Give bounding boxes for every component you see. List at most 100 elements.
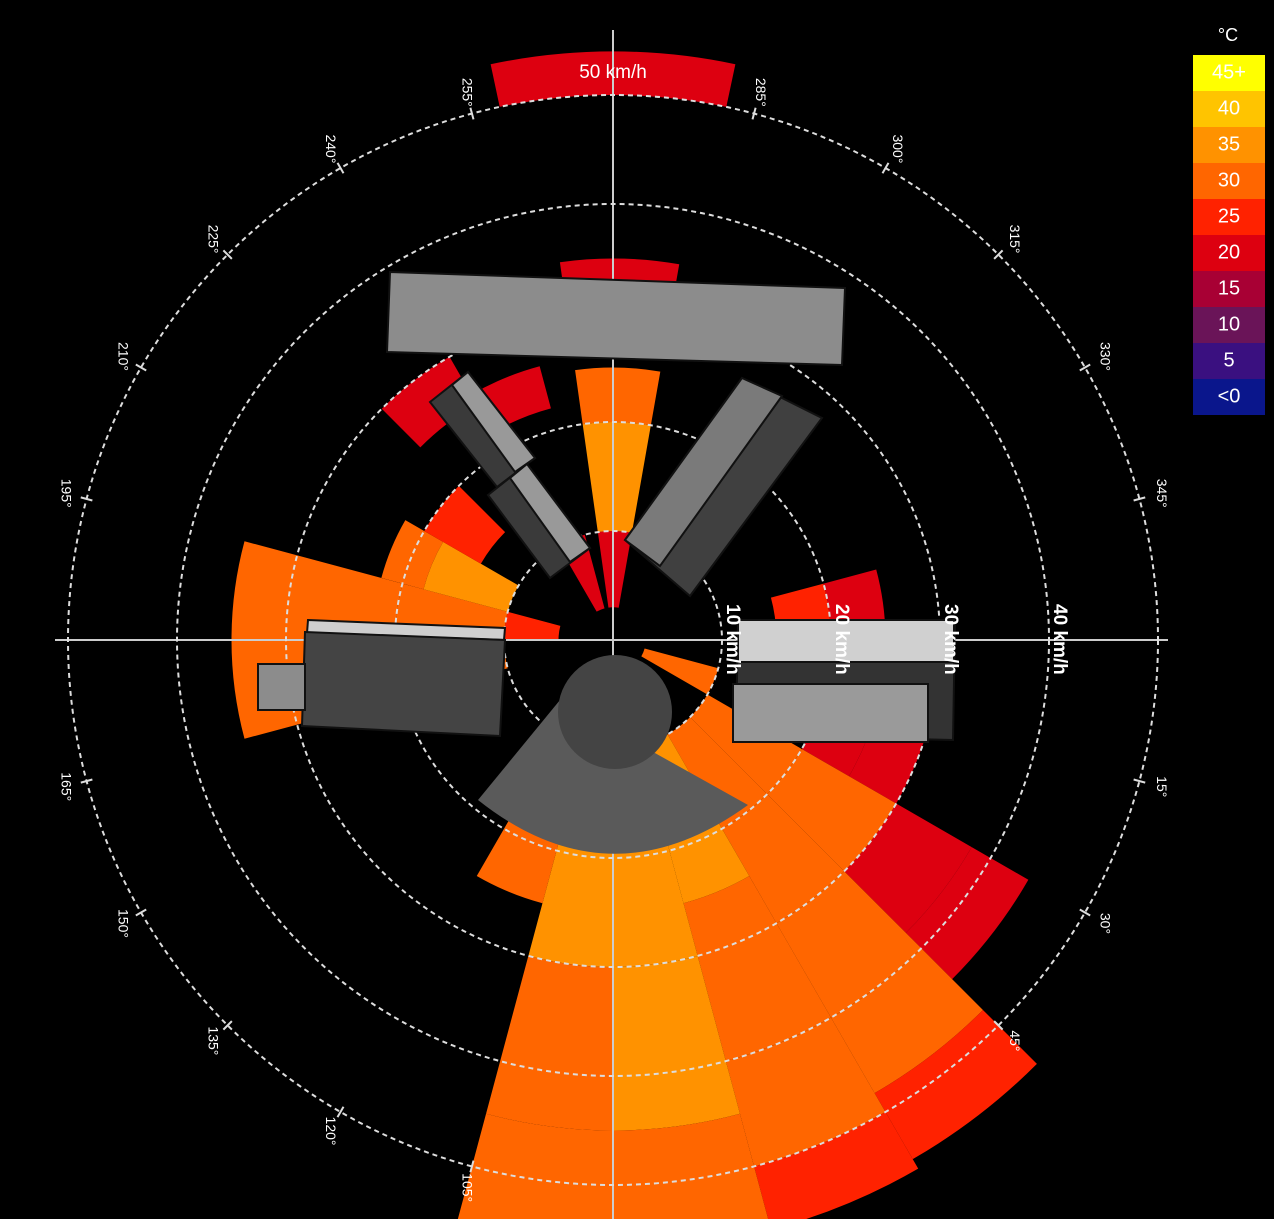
angle-tick <box>1079 363 1091 372</box>
building <box>300 630 507 738</box>
wind-cell <box>725 1017 886 1167</box>
r-tick-label: 10 km/h <box>722 604 743 675</box>
building <box>450 370 537 474</box>
wind-cell <box>597 531 632 608</box>
angle-tick <box>469 1160 475 1173</box>
legend-label: <0 <box>1218 385 1241 407</box>
building <box>385 270 847 367</box>
angle-tick <box>80 496 93 502</box>
r-tick-label: 20 km/h <box>831 604 852 675</box>
angle-tick-label: 225° <box>205 225 221 254</box>
angle-tick <box>222 1020 233 1031</box>
legend-label: 25 <box>1218 205 1240 227</box>
building <box>558 655 672 769</box>
wind-cell <box>874 1009 1037 1160</box>
wind-cell <box>641 648 719 695</box>
angle-tick <box>336 1106 345 1118</box>
wind-cell <box>722 794 845 924</box>
legend-label: 10 <box>1218 313 1240 335</box>
legend-label: 45+ <box>1212 61 1246 83</box>
angle-tick-label: 240° <box>323 134 339 163</box>
r-tick-label: 50 km/h <box>579 62 647 83</box>
angle-tick <box>993 249 1004 260</box>
angle-tick <box>469 107 475 120</box>
angle-tick-label: 135° <box>205 1026 221 1055</box>
wind-cell <box>423 541 519 612</box>
wind-cell <box>690 694 802 795</box>
angle-tick-label: 210° <box>115 342 131 371</box>
legend-swatch <box>1193 307 1265 343</box>
wind-cell <box>754 1111 919 1219</box>
grid-ring <box>67 94 1159 1186</box>
wind-cell <box>486 955 613 1131</box>
legend-label: 30 <box>1218 169 1240 191</box>
legend-label: 5 <box>1223 349 1234 371</box>
angle-tick-label: 255° <box>460 78 476 107</box>
buildings <box>257 270 957 854</box>
legend-label: 35 <box>1218 133 1240 155</box>
wind-cell <box>831 948 983 1094</box>
legend-label: 40 <box>1218 97 1240 119</box>
legend-label: 15 <box>1218 277 1240 299</box>
legend-swatch <box>1193 163 1265 199</box>
angle-tick-label: 105° <box>460 1173 476 1202</box>
legend-swatch <box>1193 271 1265 307</box>
angle-tick <box>222 249 233 260</box>
labels: 10 km/h 20 km/h 30 km/h 40 km/h 50 km/h 15° 30… <box>59 62 1170 1202</box>
wind-cell <box>683 875 831 1062</box>
wind-cell <box>613 955 740 1131</box>
legend: °C 45+ 40 35 30 25 20 15 10 5 <0 <box>1193 25 1265 415</box>
building <box>623 376 784 568</box>
r-tick-label: 40 km/h <box>1049 604 1070 675</box>
angle-tick-label: 330° <box>1097 342 1113 371</box>
cells <box>231 51 1037 1219</box>
building <box>737 619 955 663</box>
angle-tick <box>135 363 147 372</box>
angle-tick <box>1079 908 1091 917</box>
angle-tick <box>135 908 147 917</box>
wind-cell <box>613 1113 769 1219</box>
wind-cell <box>381 520 444 590</box>
wind-cell <box>905 847 1029 980</box>
wind-cell <box>231 541 403 640</box>
angle-tick <box>336 162 345 174</box>
angle-tick <box>881 162 890 174</box>
wind-cell <box>424 485 506 564</box>
angle-tick-label: 15° <box>1154 776 1170 797</box>
legend-label: 20 <box>1218 241 1240 263</box>
legend-swatch <box>1193 379 1265 415</box>
angle-tick-label: 195° <box>59 479 75 508</box>
angle-tick <box>1133 496 1146 502</box>
building <box>508 462 592 564</box>
legend-title: °C <box>1218 25 1238 45</box>
angle-tick-label: 315° <box>1007 225 1023 254</box>
shadow <box>478 700 748 854</box>
legend-swatch <box>1193 343 1265 379</box>
building <box>257 663 306 711</box>
building <box>732 683 929 743</box>
angle-tick-label: 165° <box>59 772 75 801</box>
wind-cell <box>582 422 651 533</box>
wind-cell <box>776 871 922 1018</box>
angle-tick-label: 150° <box>115 909 131 938</box>
angle-tick <box>1133 778 1146 784</box>
legend-swatch <box>1193 55 1265 91</box>
legend-swatch <box>1193 91 1265 127</box>
r-tick-label: 30 km/h <box>940 604 961 675</box>
wind-cell <box>767 749 897 872</box>
wind-cell <box>504 611 561 640</box>
wind-cell <box>457 1113 613 1219</box>
grid-ring <box>176 203 1050 1077</box>
wind-cell <box>667 717 768 829</box>
legend-swatch <box>1193 235 1265 271</box>
angle-tick <box>80 778 93 784</box>
angle-tick-label: 285° <box>753 78 769 107</box>
wind-cell <box>575 367 661 426</box>
angle-tick <box>993 1020 1004 1031</box>
angle-tick-label: 300° <box>890 134 906 163</box>
angle-tick <box>751 107 757 120</box>
angle-tick-label: 345° <box>1154 479 1170 508</box>
angle-tick-label: 45° <box>1007 1030 1023 1051</box>
